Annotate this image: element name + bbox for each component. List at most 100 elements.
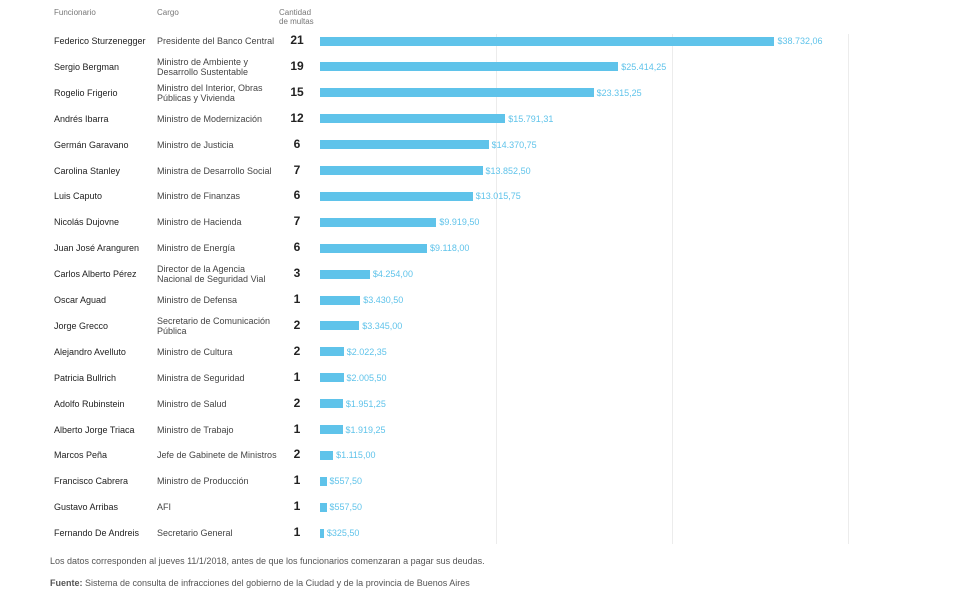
- cargo: Ministra de Seguridad: [157, 372, 245, 383]
- multas: 1: [293, 473, 301, 488]
- header-funcionario: Funcionario: [54, 8, 96, 17]
- name: Germán Garavano: [54, 139, 129, 150]
- multas: 2: [293, 447, 301, 462]
- multas: 6: [293, 240, 301, 255]
- value-label: $38.732,06: [777, 36, 823, 46]
- bar: [320, 191, 473, 201]
- value-label: $2.022,35: [346, 346, 387, 357]
- bar: [320, 450, 334, 460]
- source-text: Sistema de consulta de infracciones del …: [85, 578, 470, 588]
- name: Patricia Bullrich: [54, 372, 117, 383]
- cargo: Ministro de Justicia: [157, 139, 234, 150]
- multas: 1: [293, 292, 301, 306]
- cargo: AFI: [157, 502, 172, 513]
- cargo: Ministro de Modernización: [157, 113, 263, 124]
- value-label: $25.414,25: [621, 61, 667, 72]
- multas: 1: [293, 499, 301, 514]
- cargo: Ministro de Salud: [157, 398, 227, 409]
- value-label: $557,50: [329, 502, 363, 513]
- value-label: $325,50: [326, 528, 360, 539]
- multas: 6: [293, 188, 301, 203]
- bar: [320, 502, 327, 512]
- value-label: $13.015,75: [475, 191, 521, 202]
- bar: [320, 321, 360, 331]
- name: Fernando De Andreis: [54, 528, 140, 539]
- grid-line: [672, 34, 673, 544]
- value-label: $1.115,00: [336, 450, 376, 461]
- value-label: $9.118,00: [429, 243, 470, 254]
- bar: [320, 62, 619, 72]
- bar: [320, 217, 437, 227]
- cargo: Ministro de Finanzas: [157, 191, 241, 202]
- cargo: Ministro de Producción: [157, 476, 249, 487]
- bar: [320, 528, 324, 538]
- value-label: $3.430,50: [363, 295, 404, 305]
- name: Juan José Aranguren: [54, 243, 140, 254]
- multas: 3: [293, 266, 301, 281]
- name: Carolina Stanley: [54, 165, 121, 176]
- name: Oscar Aguad: [54, 295, 107, 305]
- value-label: $4.254,00: [372, 269, 413, 280]
- grid-line: [848, 34, 849, 544]
- cargo: Ministro de Hacienda: [157, 217, 242, 228]
- multas: 2: [293, 343, 301, 358]
- cargo: Secretario de Comunicación Pública: [157, 315, 271, 336]
- header-multas: Cantidad de multas: [279, 8, 314, 26]
- name: Francisco Cabrera: [54, 476, 129, 487]
- bar: [320, 114, 506, 124]
- name: Marcos Peña: [54, 450, 108, 461]
- multas: 1: [293, 525, 301, 540]
- multas: 1: [293, 421, 301, 436]
- name: Rogelio Frigerio: [54, 87, 118, 98]
- value-label: $557,50: [329, 476, 363, 487]
- multas: 19: [290, 58, 304, 73]
- value-label: $23.315,25: [596, 87, 642, 98]
- value-label: $15.791,31: [508, 113, 554, 124]
- multas: 6: [293, 136, 301, 151]
- value-label: $13.852,50: [485, 165, 531, 176]
- cargo: Ministro de Ambiente y Desarrollo Susten…: [157, 56, 249, 77]
- cargo: Secretario General: [157, 528, 233, 539]
- bar: [320, 88, 594, 98]
- bar: [320, 140, 489, 150]
- value-label: $1.951,25: [345, 398, 386, 409]
- source-label: Fuente:: [50, 578, 83, 588]
- bar: [320, 166, 483, 175]
- name: Alberto Jorge Triaca: [54, 424, 135, 435]
- header-cargo: Cargo: [157, 8, 179, 17]
- multas: 7: [293, 214, 301, 229]
- bar: [320, 373, 344, 383]
- bar: [320, 399, 343, 409]
- name: Alejandro Avelluto: [54, 346, 126, 357]
- name: Nicolás Dujovne: [54, 217, 120, 228]
- name: Federico Sturzenegger: [54, 36, 146, 46]
- multas: 15: [290, 84, 304, 99]
- cargo: Ministro de Cultura: [157, 346, 233, 357]
- value-label: $14.370,75: [491, 139, 537, 150]
- cargo: Ministro de Energía: [157, 243, 236, 254]
- multas: 1: [293, 369, 301, 384]
- multas: 12: [290, 110, 304, 125]
- bar: [320, 425, 343, 434]
- value-label: $9.919,50: [439, 217, 480, 228]
- bar: [320, 36, 775, 46]
- name: Adolfo Rubinstein: [54, 398, 125, 409]
- value-label: $1.919,25: [345, 424, 386, 435]
- bar: [320, 347, 344, 357]
- value-label: $2.005,50: [346, 372, 387, 383]
- multas: 21: [290, 33, 304, 47]
- cargo: Ministro del Interior, Obras Públicas y …: [157, 82, 263, 103]
- multas: 2: [293, 395, 301, 410]
- cargo: Ministro de Trabajo: [157, 424, 234, 435]
- cargo: Director de la Agencia Nacional de Segur…: [157, 264, 266, 285]
- multas: 7: [293, 162, 301, 177]
- grid-line: [496, 34, 497, 544]
- note: Los datos corresponden al jueves 11/1/20…: [50, 556, 485, 566]
- name: Andrés Ibarra: [54, 113, 109, 124]
- cargo: Presidente del Banco Central: [157, 36, 275, 46]
- cargo: Ministra de Desarrollo Social: [157, 165, 272, 176]
- cargo: Ministro de Defensa: [157, 295, 238, 305]
- source: Fuente: Sistema de consulta de infraccio…: [50, 578, 470, 588]
- grid-line: [320, 34, 321, 544]
